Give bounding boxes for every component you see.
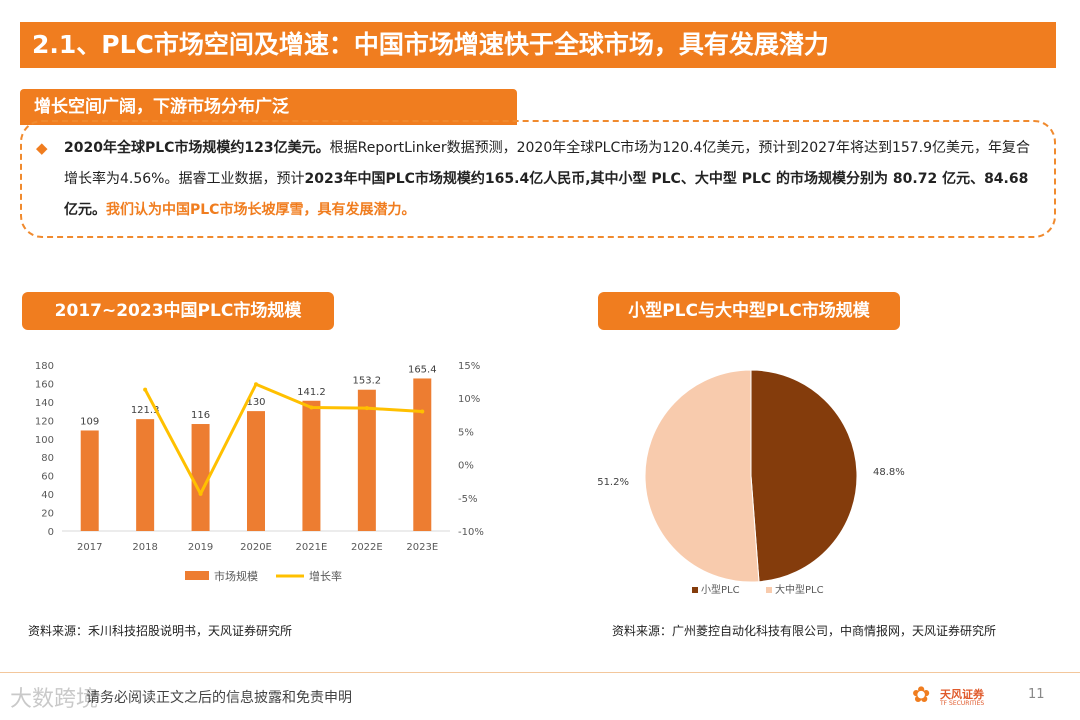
bar	[80, 430, 99, 531]
legend-label: 大中型PLC	[775, 583, 824, 596]
summary-box: ◆ 2020年全球PLC市场规模约123亿美元。根据ReportLinker数据…	[20, 120, 1056, 238]
bar-data-label: 109	[80, 416, 99, 427]
legend-label-line: 增长率	[309, 569, 342, 583]
plc-share-pie-chart: 48.8% 51.2% 小型PLC 大中型PLC	[597, 369, 905, 596]
page-title: 2.1、PLC市场空间及增速：中国市场增速快于全球市场，具有发展潜力	[20, 22, 1056, 68]
logo-text: 天风证券	[940, 688, 984, 701]
y-tick-label: 40	[41, 490, 54, 501]
y-tick-label: 160	[35, 379, 54, 390]
summary-text: 2020年全球PLC市场规模约123亿美元。根据ReportLinker数据预测…	[64, 133, 1040, 226]
growth-rate-point	[198, 491, 203, 496]
market-size-chart: 0 20 40 60 80 100 120 140 160 180 -10% -5% 0% 5% 10% 15…	[35, 361, 484, 583]
bar	[136, 419, 155, 531]
pie-data-label: 48.8%	[873, 467, 905, 478]
watermark: 大数跨境	[10, 687, 99, 712]
y-tick-label: 60	[41, 472, 54, 483]
y-tick-label: 120	[35, 416, 54, 427]
growth-rate-point	[364, 406, 369, 411]
bar-data-label: 130	[246, 397, 265, 408]
x-tick-label: 2020E	[240, 542, 272, 553]
summary-lead: 2020年全球PLC市场规模约123亿美元。	[64, 140, 330, 156]
company-logo: ✿ 天风证券 TF SECURITIES	[912, 683, 1012, 711]
bar-data-label: 116	[191, 410, 210, 421]
summary-highlight: 2023年中国PLC市场规模约165.4亿人民币,其中小型 PLC、大中型 PL…	[64, 171, 1029, 218]
y2-tick-label: 5%	[458, 427, 474, 438]
x-tick-label: 2022E	[351, 542, 383, 553]
legend-swatch	[692, 587, 698, 593]
source-note-right: 资料来源：广州菱控自动化科技有限公司，中商情报网，天风证券研究所	[612, 624, 997, 638]
x-tick-label: 2023E	[406, 542, 438, 553]
legend-swatch-bar	[185, 571, 209, 580]
growth-rate-line	[143, 382, 423, 496]
y-tick-label: 100	[35, 435, 54, 446]
bar	[413, 378, 432, 531]
y2-tick-label: 0%	[458, 461, 474, 472]
x-tick-label: 2017	[77, 542, 102, 553]
bar	[302, 400, 321, 531]
bar-data-label: 153.2	[353, 376, 382, 387]
y-tick-label: 0	[48, 527, 54, 538]
pie-slice	[644, 369, 760, 583]
x-tick-label: 2019	[188, 542, 213, 553]
logo-subtext: TF SECURITIES	[940, 700, 985, 707]
bar-data-label: 141.2	[297, 387, 326, 398]
growth-rate-point	[309, 405, 314, 410]
flower-logo-icon: ✿	[912, 683, 931, 708]
x-tick-label: 2021E	[296, 542, 328, 553]
page-number: 11	[1028, 687, 1045, 702]
growth-rate-point	[143, 387, 148, 392]
bar-data-label: 165.4	[408, 364, 437, 375]
y-tick-label: 20	[41, 509, 54, 520]
legend-swatch	[766, 587, 772, 593]
y2-tick-label: 10%	[458, 394, 480, 405]
legend-label-bar: 市场规模	[214, 569, 258, 583]
bar	[357, 389, 376, 531]
pie-chart-title: 小型PLC与大中型PLC市场规模	[598, 292, 900, 330]
pie-data-label: 51.2%	[597, 477, 629, 488]
disclaimer-text: 请务必阅读正文之后的信息披露和免责申明	[86, 690, 352, 706]
y2-tick-label: -10%	[458, 527, 484, 538]
pie-slice	[750, 369, 858, 583]
y-tick-label: 140	[35, 398, 54, 409]
section-tab: 增长空间广阔，下游市场分布广泛	[20, 89, 517, 125]
y2-tick-label: 15%	[458, 361, 480, 372]
y-tick-label: 180	[35, 361, 54, 372]
y2-tick-label: -5%	[458, 494, 477, 505]
bar-data-label: 121.3	[131, 405, 160, 416]
growth-rate-point	[254, 382, 258, 387]
legend-label: 小型PLC	[701, 583, 740, 596]
bar	[191, 424, 210, 531]
summary-conclusion: 我们认为中国PLC市场长坡厚雪，具有发展潜力。	[106, 202, 416, 218]
footer: 大数跨境 请务必阅读正文之后的信息披露和免责申明 ✿ 天风证券 TF SECUR…	[0, 672, 1080, 720]
growth-rate-point	[420, 409, 425, 414]
bar	[247, 411, 265, 531]
x-tick-label: 2018	[132, 542, 157, 553]
y-tick-label: 80	[41, 453, 54, 464]
diamond-bullet-icon: ◆	[36, 139, 48, 157]
source-note-left: 资料来源：禾川科技招股说明书，天风证券研究所	[28, 624, 293, 638]
bar-chart-title: 2017~2023中国PLC市场规模	[22, 292, 334, 330]
summary-body: 根据ReportLinker数据预测，2020年全球PLC市场为120.4亿美元…	[64, 140, 1031, 187]
